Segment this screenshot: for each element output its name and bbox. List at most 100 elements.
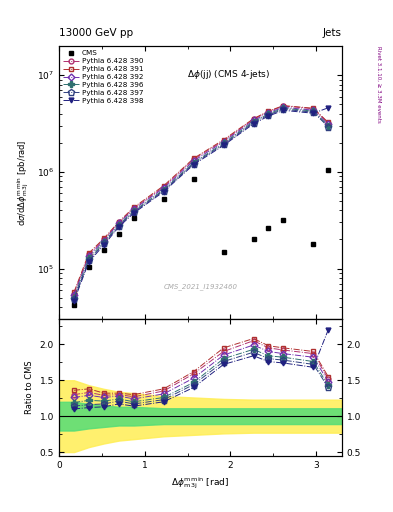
Pythia 6.428 391	[72, 289, 76, 295]
CMS	[326, 167, 331, 173]
Pythia 6.428 398	[311, 110, 316, 116]
CMS	[116, 230, 121, 237]
Pythia 6.428 392	[311, 107, 316, 113]
Text: Jets: Jets	[323, 28, 342, 38]
Pythia 6.428 398	[221, 142, 226, 148]
Text: Rivet 3.1.10, ≥ 3.3M events: Rivet 3.1.10, ≥ 3.3M events	[376, 46, 381, 123]
Y-axis label: d$\sigma$/d$\Delta\phi^{\rm m\,min}_{\rm m\,3j}$ [pb/rad]: d$\sigma$/d$\Delta\phi^{\rm m\,min}_{\rm…	[16, 139, 31, 226]
Pythia 6.428 391	[101, 236, 106, 242]
Pythia 6.428 390	[191, 156, 196, 162]
Pythia 6.428 390	[266, 109, 271, 115]
Text: CMS_2021_I1932460: CMS_2021_I1932460	[163, 283, 237, 290]
Pythia 6.428 391	[131, 204, 136, 210]
Pythia 6.428 390	[101, 237, 106, 243]
Pythia 6.428 390	[281, 103, 286, 109]
Pythia 6.428 392	[326, 121, 331, 127]
Pythia 6.428 396	[72, 294, 76, 301]
Pythia 6.428 397	[101, 240, 106, 246]
Line: Pythia 6.428 390: Pythia 6.428 390	[72, 103, 331, 296]
Pythia 6.428 392	[131, 206, 136, 212]
Pythia 6.428 398	[251, 121, 256, 127]
Pythia 6.428 391	[191, 155, 196, 161]
Pythia 6.428 392	[72, 292, 76, 298]
Pythia 6.428 398	[162, 188, 166, 195]
Pythia 6.428 392	[101, 238, 106, 244]
Pythia 6.428 398	[101, 242, 106, 248]
CMS	[251, 237, 256, 243]
Line: Pythia 6.428 396: Pythia 6.428 396	[70, 105, 332, 301]
Y-axis label: Ratio to CMS: Ratio to CMS	[25, 360, 34, 414]
Pythia 6.428 390	[221, 138, 226, 144]
Pythia 6.428 392	[162, 185, 166, 191]
Pythia 6.428 398	[281, 108, 286, 114]
Pythia 6.428 392	[86, 253, 91, 259]
CMS	[162, 196, 166, 202]
Pythia 6.428 396	[281, 105, 286, 111]
Pythia 6.428 398	[326, 105, 331, 111]
Pythia 6.428 397	[281, 106, 286, 112]
Pythia 6.428 390	[72, 291, 76, 297]
Legend: CMS, Pythia 6.428 390, Pythia 6.428 391, Pythia 6.428 392, Pythia 6.428 396, Pyt: CMS, Pythia 6.428 390, Pythia 6.428 391,…	[62, 49, 145, 105]
Pythia 6.428 397	[326, 124, 331, 130]
Line: Pythia 6.428 392: Pythia 6.428 392	[72, 105, 331, 297]
Pythia 6.428 397	[72, 296, 76, 303]
Pythia 6.428 391	[116, 219, 121, 225]
Pythia 6.428 397	[86, 257, 91, 263]
Pythia 6.428 390	[86, 251, 91, 258]
Line: Pythia 6.428 398: Pythia 6.428 398	[72, 105, 331, 304]
CMS	[311, 241, 316, 247]
Pythia 6.428 398	[72, 298, 76, 304]
Pythia 6.428 390	[326, 120, 331, 126]
Pythia 6.428 391	[311, 105, 316, 111]
Line: Pythia 6.428 391: Pythia 6.428 391	[72, 103, 331, 294]
Pythia 6.428 396	[311, 108, 316, 114]
CMS	[131, 216, 136, 222]
Pythia 6.428 392	[281, 104, 286, 111]
Pythia 6.428 392	[251, 117, 256, 123]
Pythia 6.428 397	[221, 141, 226, 147]
Pythia 6.428 397	[251, 120, 256, 126]
Pythia 6.428 397	[311, 109, 316, 115]
CMS	[281, 217, 286, 223]
Pythia 6.428 397	[191, 160, 196, 166]
Pythia 6.428 396	[221, 140, 226, 146]
Pythia 6.428 392	[221, 139, 226, 145]
Text: 13000 GeV pp: 13000 GeV pp	[59, 28, 133, 38]
Pythia 6.428 392	[116, 220, 121, 226]
Pythia 6.428 396	[116, 222, 121, 228]
X-axis label: $\Delta\phi^{\rm m\,min}_{\rm m\,3j}$ [rad]: $\Delta\phi^{\rm m\,min}_{\rm m\,3j}$ [r…	[171, 475, 230, 490]
CMS	[72, 302, 76, 308]
CMS	[101, 247, 106, 253]
Pythia 6.428 390	[251, 116, 256, 122]
Pythia 6.428 397	[116, 223, 121, 229]
Line: Pythia 6.428 397: Pythia 6.428 397	[70, 106, 332, 303]
Text: $\Delta\phi$(jj) (CMS 4-jets): $\Delta\phi$(jj) (CMS 4-jets)	[187, 68, 270, 81]
Pythia 6.428 397	[131, 209, 136, 215]
Pythia 6.428 396	[191, 159, 196, 165]
Pythia 6.428 398	[86, 259, 91, 265]
Pythia 6.428 397	[266, 112, 271, 118]
Pythia 6.428 396	[251, 119, 256, 125]
Pythia 6.428 398	[266, 113, 271, 119]
Pythia 6.428 391	[326, 119, 331, 125]
Pythia 6.428 391	[251, 116, 256, 122]
Pythia 6.428 396	[131, 208, 136, 214]
Pythia 6.428 396	[86, 255, 91, 261]
Pythia 6.428 391	[86, 250, 91, 256]
Pythia 6.428 392	[191, 158, 196, 164]
Pythia 6.428 390	[162, 184, 166, 190]
Pythia 6.428 397	[162, 187, 166, 194]
Pythia 6.428 398	[131, 210, 136, 216]
CMS	[221, 248, 226, 254]
Pythia 6.428 396	[162, 186, 166, 193]
Pythia 6.428 396	[266, 111, 271, 117]
Pythia 6.428 396	[326, 123, 331, 129]
CMS	[266, 225, 271, 231]
Pythia 6.428 391	[221, 137, 226, 143]
Pythia 6.428 398	[191, 161, 196, 167]
Pythia 6.428 390	[116, 219, 121, 225]
Line: CMS: CMS	[72, 167, 331, 307]
Pythia 6.428 391	[281, 102, 286, 109]
Pythia 6.428 398	[116, 224, 121, 230]
Pythia 6.428 396	[101, 239, 106, 245]
